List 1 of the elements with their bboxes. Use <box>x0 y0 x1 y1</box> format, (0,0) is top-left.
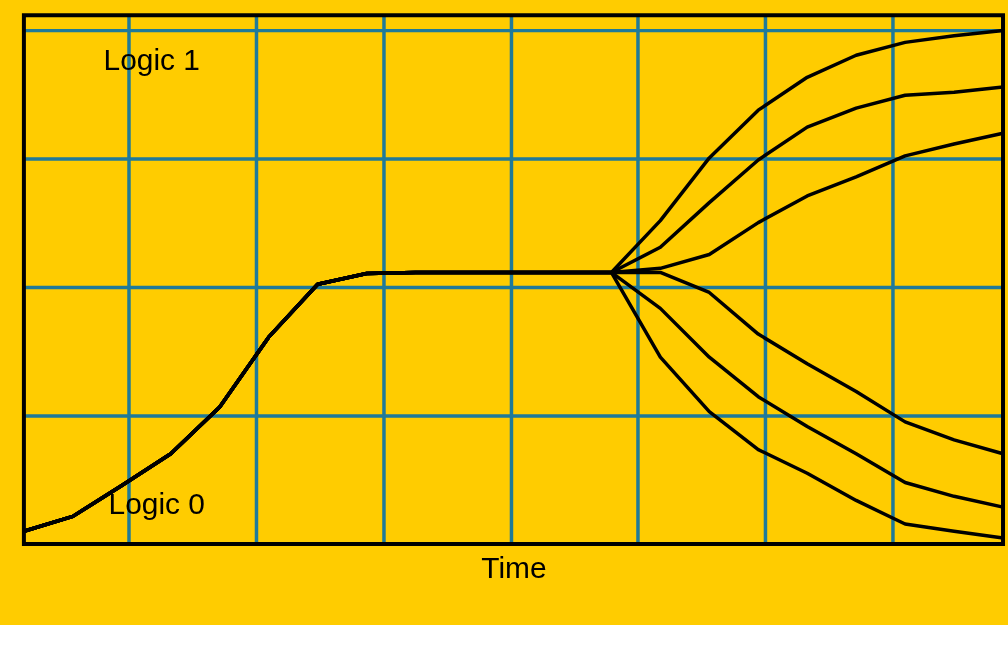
x-axis-title: Time <box>481 551 547 585</box>
